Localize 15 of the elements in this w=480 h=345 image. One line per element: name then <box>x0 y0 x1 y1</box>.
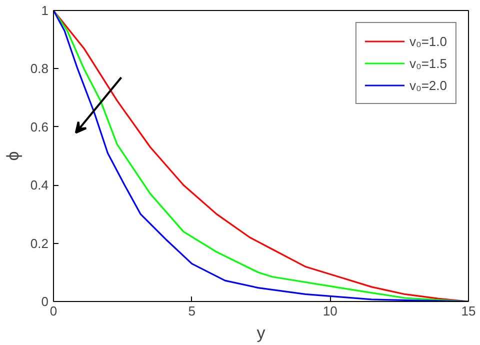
y-tick-label: 1 <box>41 3 49 18</box>
legend-label: v₀=1.5 <box>409 56 447 70</box>
y-tick-label: 0.4 <box>30 178 49 193</box>
x-axis-title: y <box>256 324 266 342</box>
y-axis-title: ϕ <box>3 151 22 161</box>
line-series <box>54 10 468 302</box>
y-tick-label: 0.8 <box>30 61 49 76</box>
legend-label: v₀=1.0 <box>409 34 447 48</box>
y-tick-label: 0.2 <box>30 236 49 251</box>
legend-label: v₀=2.0 <box>409 78 447 92</box>
y-tick-label: 0 <box>41 294 49 309</box>
x-tick-label: 15 <box>461 304 476 318</box>
x-tick-label: 10 <box>322 304 338 318</box>
y-tick-label: 0.6 <box>30 119 49 134</box>
x-tick-label: 5 <box>188 304 196 318</box>
